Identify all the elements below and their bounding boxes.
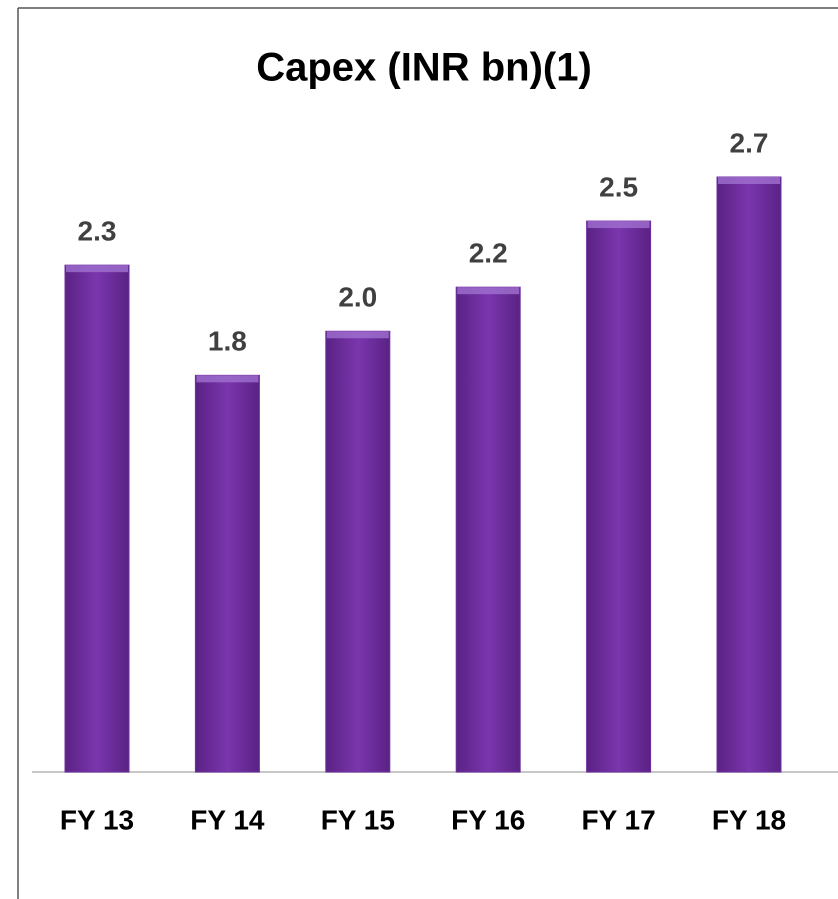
bar: [325, 330, 391, 773]
bar: [586, 220, 652, 773]
bar-cap: [587, 221, 650, 229]
x-tick-label: FY 18: [712, 804, 786, 835]
x-tick-label: FY 15: [321, 804, 395, 835]
x-tick-label: FY 13: [60, 804, 134, 835]
value-label: 2.7: [730, 127, 769, 158]
bar: [64, 264, 130, 773]
value-label: 1.8: [208, 326, 247, 357]
value-label: 2.0: [338, 282, 377, 313]
x-tick-label: FY 17: [581, 804, 655, 835]
x-tick-label: FY 14: [190, 804, 265, 835]
bar-cap: [326, 331, 389, 339]
bar: [194, 374, 260, 773]
bar: [716, 176, 782, 773]
value-label: 2.5: [599, 171, 638, 202]
chart-title: Capex (INR bn)(1): [256, 46, 592, 90]
bar-cap: [196, 375, 259, 383]
value-label: 2.2: [469, 238, 508, 269]
bar-cap: [457, 287, 520, 295]
bar-cap: [66, 265, 128, 273]
bar-cap: [718, 177, 780, 184]
x-tick-label: FY 16: [451, 804, 525, 835]
value-label: 2.3: [78, 216, 117, 247]
bar: [455, 286, 521, 773]
